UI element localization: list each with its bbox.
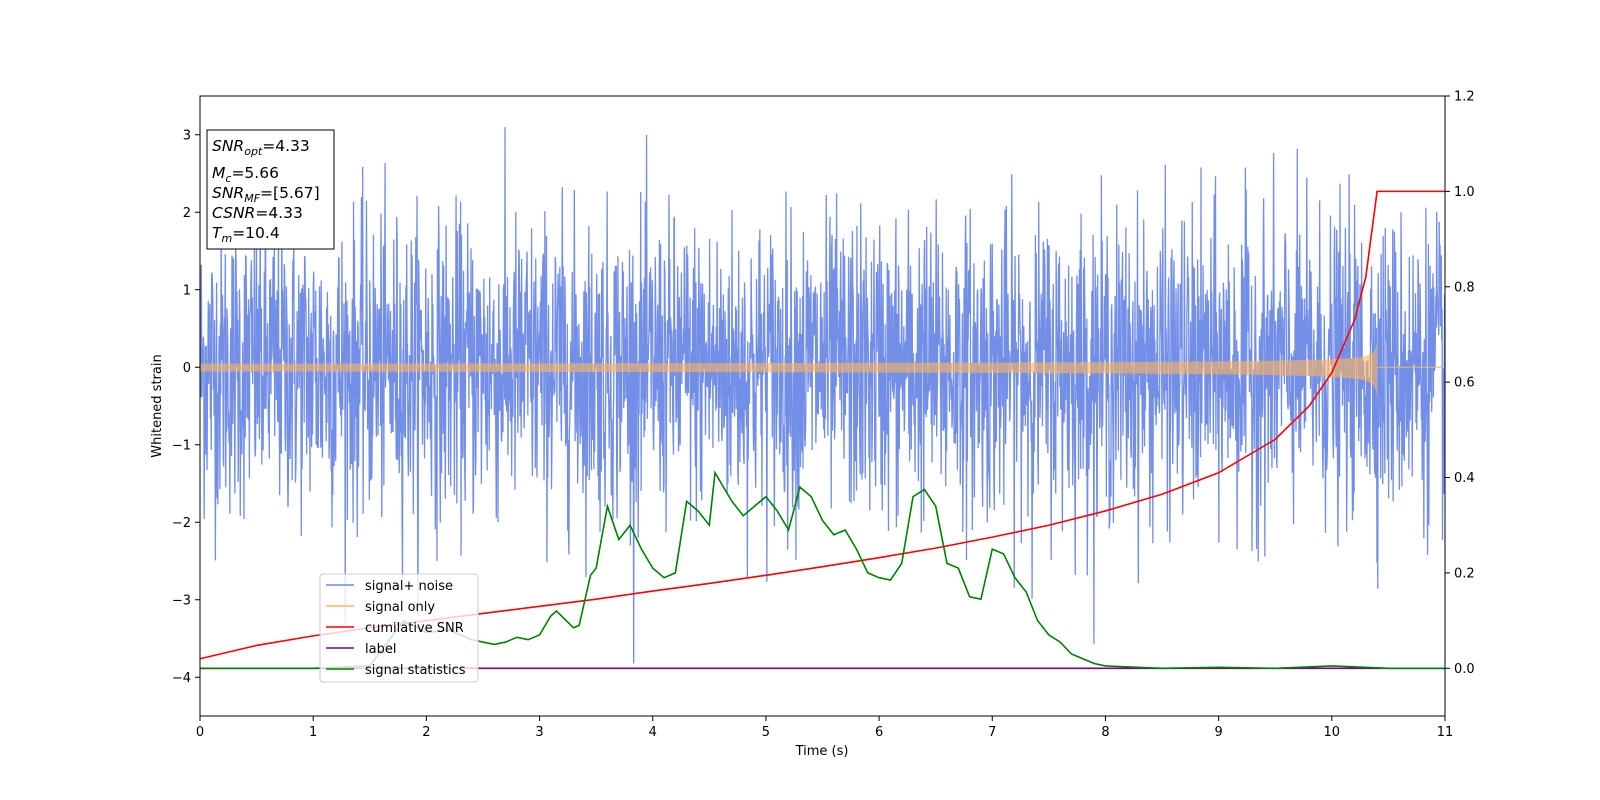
- legend-label-cumulative-snr: cumilative SNR: [365, 621, 464, 636]
- legend-label-label: label: [365, 642, 396, 657]
- x-tick-label: 5: [762, 725, 770, 740]
- info-box: SNRopt=4.33 Mc=5.66 SNRMF=[5.67] CSNR=4.…: [206, 129, 335, 250]
- signal-statistics-line: [200, 470, 1445, 670]
- info-mc: Mc=5.66: [212, 164, 279, 185]
- y-right-tick-label: 0.4: [1454, 471, 1475, 486]
- x-tick-label: 11: [1437, 725, 1454, 740]
- y-left-tick-label: −2: [172, 516, 191, 531]
- x-tick-label: 3: [535, 725, 543, 740]
- x-tick-label: 4: [649, 725, 657, 740]
- legend: signal+ noise signal only cumilative SNR…: [319, 573, 479, 683]
- legend-label-signal-only: signal only: [365, 600, 435, 615]
- y-left-tick-label: −4: [172, 671, 191, 686]
- y-right-tick-label: 0.8: [1454, 280, 1475, 295]
- info-snr-opt: SNRopt=4.33: [212, 137, 310, 158]
- info-tm: Tm=10.4: [212, 224, 280, 245]
- series-signal-only: [200, 341, 1445, 398]
- y-axis-label: Whitened strain: [150, 354, 165, 457]
- legend-label-signal-statistics: signal statistics: [365, 663, 466, 678]
- legend-label-signal-noise: signal+ noise: [365, 579, 453, 594]
- x-axis: 0 1 2 3 4 5 6 7 8 9 10 11: [196, 716, 1453, 740]
- x-tick-label: 0: [196, 725, 204, 740]
- signal-only-envelope: [200, 341, 1378, 398]
- y-axis-left: 3 2 1 0 −1 −2 −3 −4: [172, 128, 200, 686]
- x-tick-label: 1: [309, 725, 317, 740]
- x-axis-label: Time (s): [795, 744, 849, 759]
- y-right-tick-label: 0.2: [1454, 566, 1475, 581]
- y-left-tick-label: 1: [183, 283, 191, 298]
- x-tick-label: 9: [1214, 725, 1222, 740]
- y-left-tick-label: 2: [183, 206, 191, 221]
- x-tick-label: 8: [1101, 725, 1109, 740]
- x-tick-label: 2: [422, 725, 430, 740]
- info-csnr: CSNR=4.33: [212, 204, 303, 222]
- y-left-tick-label: −1: [172, 438, 191, 453]
- y-right-tick-label: 1.0: [1454, 185, 1475, 200]
- x-tick-label: 7: [988, 725, 996, 740]
- y-axis-right: 1.2 1.0 0.8 0.6 0.4 0.2 0.0: [1445, 90, 1475, 677]
- y-left-tick-label: −3: [172, 593, 191, 608]
- y-right-tick-label: 1.2: [1454, 90, 1475, 105]
- x-tick-label: 10: [1324, 725, 1341, 740]
- y-left-tick-label: 3: [183, 128, 191, 143]
- info-box-frame: [206, 129, 335, 250]
- info-snr-mf: SNRMF=[5.67]: [212, 184, 320, 205]
- plot-frame: [199, 95, 1446, 717]
- y-left-tick-label: 0: [183, 361, 191, 376]
- x-tick-label: 6: [875, 725, 883, 740]
- y-right-tick-label: 0.0: [1454, 662, 1475, 677]
- y-right-tick-label: 0.6: [1454, 376, 1475, 391]
- legend-frame: [319, 573, 479, 683]
